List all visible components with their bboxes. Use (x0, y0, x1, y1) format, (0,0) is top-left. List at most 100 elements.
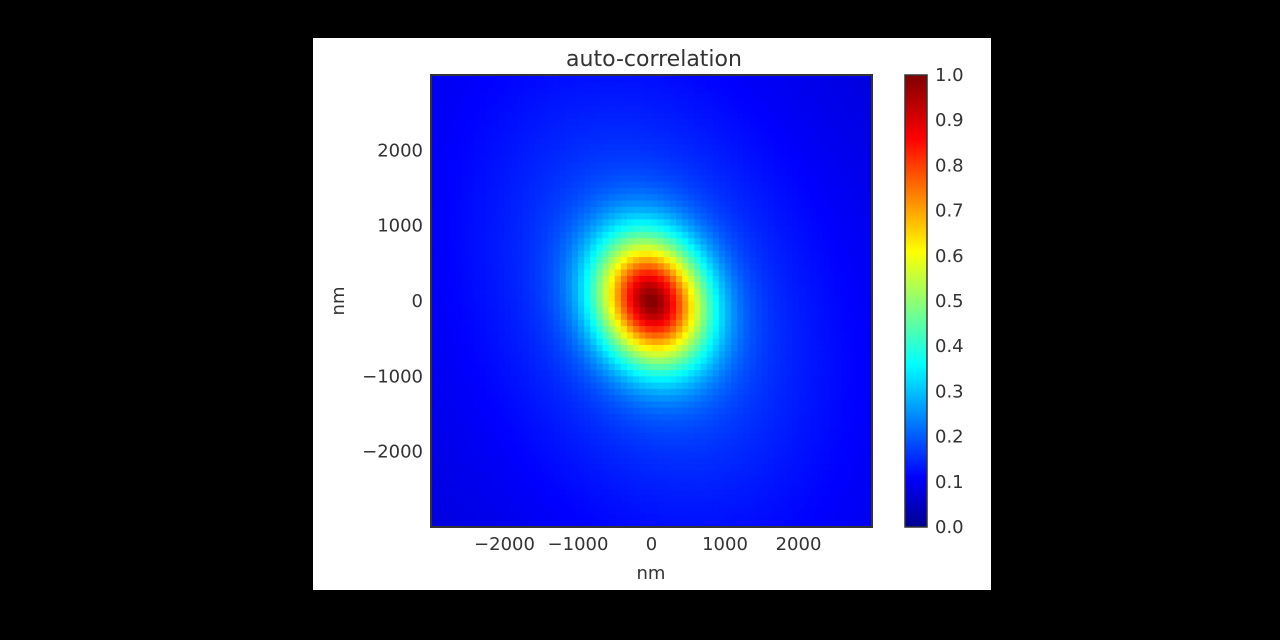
heatmap-cell (584, 363, 591, 371)
heatmap-cell (553, 451, 561, 459)
heatmap-cell (541, 194, 548, 202)
heatmap-cell (590, 376, 597, 384)
heatmap-cell (749, 87, 757, 95)
heatmap-cell (437, 118, 444, 126)
heatmap-cell (455, 414, 463, 421)
heatmap-cell (847, 112, 855, 120)
heatmap-cell (614, 238, 622, 246)
heatmap-cell (602, 439, 610, 446)
heatmap-cell (761, 464, 769, 472)
heatmap-cell (608, 156, 616, 164)
heatmap-cell (584, 125, 591, 133)
heatmap-cell (504, 470, 512, 478)
heatmap-cell (620, 269, 628, 277)
heatmap-cell (492, 407, 499, 415)
heatmap-cell (553, 294, 561, 302)
heatmap-cell (688, 238, 695, 246)
heatmap-cell (467, 282, 475, 290)
heatmap-cell (455, 489, 463, 497)
heatmap-cell (486, 357, 493, 365)
heatmap-cell (571, 451, 579, 459)
heatmap-cell (657, 257, 665, 264)
heatmap-cell (431, 213, 438, 220)
heatmap-cell (786, 81, 793, 89)
heatmap-cell (823, 426, 830, 434)
heatmap-cell (608, 162, 616, 170)
heatmap-cell (455, 363, 463, 371)
heatmap-cell (614, 169, 622, 177)
heatmap-cell (620, 407, 628, 415)
heatmap-cell (737, 401, 744, 409)
heatmap-cell (565, 439, 573, 446)
heatmap-cell (810, 257, 818, 264)
heatmap-cell (645, 426, 653, 434)
heatmap-cell (584, 118, 591, 126)
heatmap-cell (792, 206, 800, 214)
heatmap-cell (669, 275, 677, 283)
heatmap-cell (676, 106, 683, 114)
heatmap-cell (498, 81, 506, 89)
heatmap-cell (608, 269, 616, 277)
heatmap-cell (461, 319, 469, 327)
heatmap-cell (786, 388, 793, 396)
heatmap-cell (492, 294, 499, 302)
heatmap-cell (835, 489, 842, 497)
heatmap-cell (706, 351, 714, 359)
heatmap-cell (535, 275, 542, 283)
heatmap-cell (492, 426, 499, 434)
heatmap-cell (559, 294, 567, 302)
heatmap-cell (798, 87, 806, 95)
heatmap-cell (780, 326, 787, 333)
heatmap-cell (504, 495, 512, 503)
heatmap-cell (810, 100, 818, 107)
heatmap-cell (676, 489, 683, 497)
heatmap-cell (810, 282, 818, 290)
heatmap-cell (841, 213, 849, 220)
heatmap-cell (565, 420, 573, 428)
heatmap-cell (553, 144, 561, 151)
heatmap-cell (492, 351, 499, 359)
heatmap-cell (449, 476, 457, 484)
heatmap-cell (829, 332, 836, 340)
heatmap-cell (859, 194, 867, 202)
heatmap-cell (792, 382, 800, 390)
heatmap-cell (786, 125, 793, 133)
heatmap-cell (553, 344, 561, 352)
heatmap-cell (749, 194, 757, 202)
heatmap-cell (578, 257, 585, 264)
heatmap-cell (841, 489, 849, 497)
heatmap-cell (516, 464, 524, 472)
heatmap-cell (443, 100, 450, 107)
heatmap-cell (559, 194, 567, 202)
heatmap-cell (829, 370, 836, 377)
heatmap-cell (798, 213, 806, 220)
heatmap-cell (431, 357, 438, 365)
heatmap-cell (774, 194, 781, 202)
heatmap-cell (816, 112, 824, 120)
heatmap-cell (780, 470, 787, 478)
heatmap-cell (780, 445, 787, 453)
heatmap-cell (829, 382, 836, 390)
heatmap-cell (694, 81, 702, 89)
heatmap-cell (559, 156, 567, 164)
heatmap-cell (829, 445, 836, 453)
heatmap-cell (608, 238, 616, 246)
heatmap-cell (565, 225, 573, 233)
heatmap-cell (516, 457, 524, 465)
heatmap-cell (816, 269, 824, 277)
heatmap-cell (859, 395, 867, 403)
heatmap-cell (449, 313, 457, 321)
heatmap-cell (853, 162, 861, 170)
heatmap-cell (663, 269, 671, 277)
heatmap-cell (798, 112, 806, 120)
heatmap-cell (504, 275, 512, 283)
heatmap-cell (663, 470, 671, 478)
heatmap-cell (761, 231, 769, 239)
heatmap-cell (645, 131, 653, 139)
heatmap-cell (467, 169, 475, 177)
heatmap-cell (676, 439, 683, 446)
heatmap-cell (627, 483, 634, 490)
heatmap-cell (510, 432, 518, 440)
heatmap-cell (676, 162, 683, 170)
heatmap-cell (767, 401, 775, 409)
